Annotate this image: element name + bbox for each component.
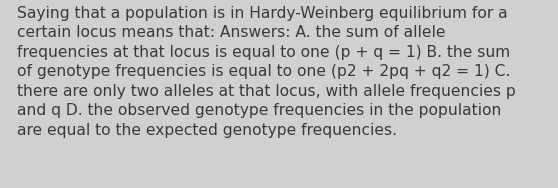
Text: Saying that a population is in Hardy-Weinberg equilibrium for a
certain locus me: Saying that a population is in Hardy-Wei… xyxy=(17,6,516,138)
